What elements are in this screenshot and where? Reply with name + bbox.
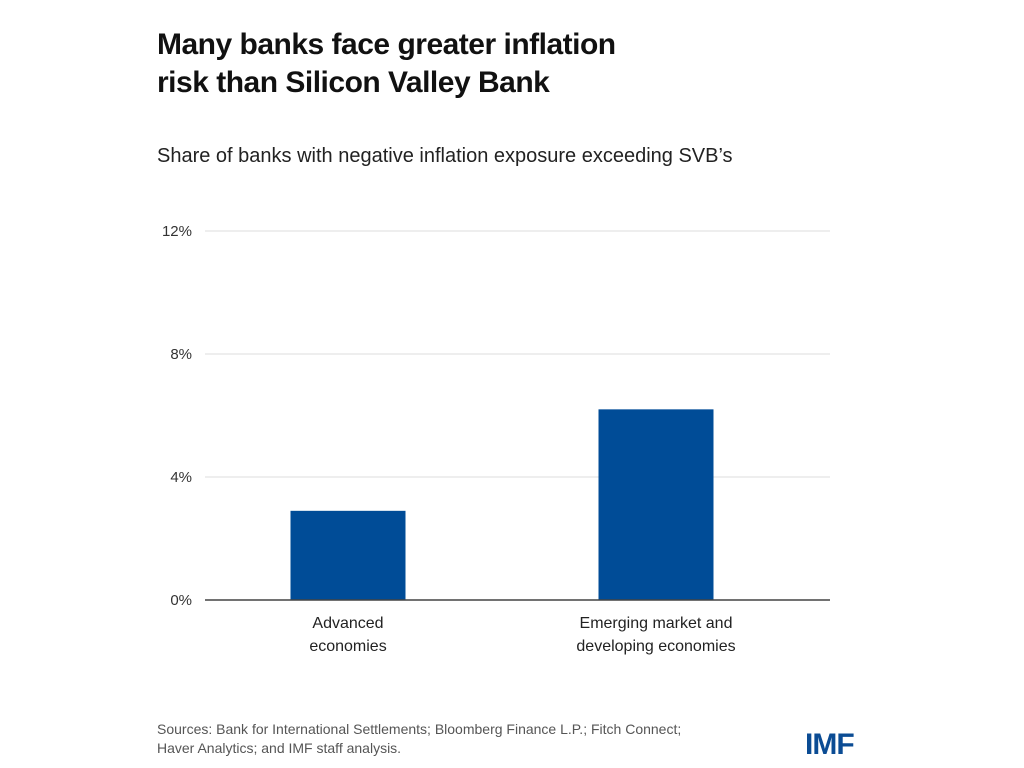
bar [290,510,406,600]
y-tick-label: 12% [162,223,192,240]
x-category-label: economies [309,638,386,655]
chart-title: Many banks face greater inflation risk t… [157,26,757,102]
y-tick-label: 4% [170,469,192,486]
chart-subtitle: Share of banks with negative inflation e… [157,145,733,167]
bar [598,409,714,600]
title-line-1: Many banks face greater inflation [157,28,616,61]
y-tick-label: 8% [170,346,192,363]
source-line-2: Haver Analytics; and IMF staff analysis. [157,740,402,756]
x-category-label: Emerging market and [580,615,733,632]
x-category-label: developing economies [576,638,735,655]
y-tick-label: 0% [170,592,192,609]
title-line-2: risk than Silicon Valley Bank [157,66,550,99]
x-category-label: Advanced [312,615,383,632]
imf-logo: IMF [805,728,855,761]
source-line-1: Sources: Bank for International Settleme… [157,721,682,737]
source-note: Sources: Bank for International Settleme… [157,720,757,758]
